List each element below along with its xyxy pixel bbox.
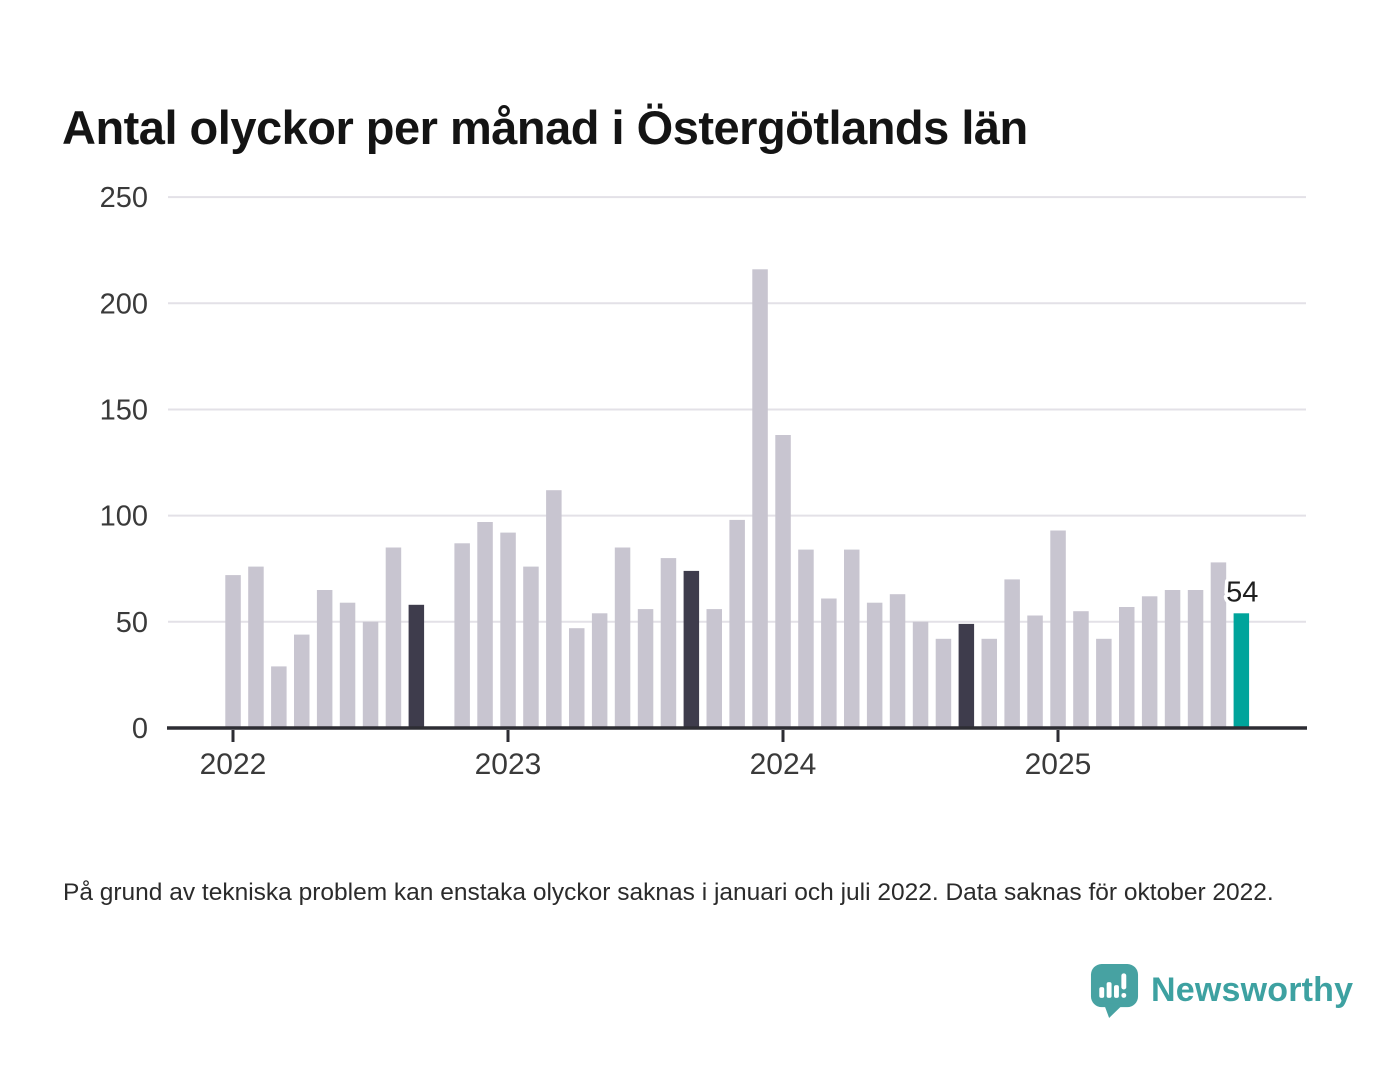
bar xyxy=(660,558,677,728)
newsworthy-logo-icon xyxy=(1090,964,1139,1018)
newsworthy-logo: Newsworthy xyxy=(1089,962,1353,1019)
bar xyxy=(569,628,585,728)
bar xyxy=(339,602,356,728)
bar xyxy=(637,609,654,728)
bar xyxy=(935,638,952,728)
newsworthy-logo-text: Newsworthy xyxy=(1151,971,1354,1009)
bar xyxy=(454,543,470,728)
accidents-per-month-bar-chart: 0 50 100 150 200 250 2022 2023 2024 2025 54 xyxy=(100,182,1307,781)
chart-title: Antal olyckor per månad i Östergötlands … xyxy=(62,101,1028,155)
bar xyxy=(866,602,883,728)
x-axis-tick-label: 2025 xyxy=(1025,748,1092,781)
bar xyxy=(889,594,906,728)
bar xyxy=(729,519,745,728)
bar xyxy=(1050,530,1066,728)
bar xyxy=(821,598,837,728)
bar xyxy=(523,566,539,728)
bar xyxy=(912,621,929,728)
bar xyxy=(752,269,768,728)
bar xyxy=(591,613,608,728)
y-axis-tick-label: 100 xyxy=(100,501,148,533)
bar-highlight-dark xyxy=(683,570,700,728)
bar xyxy=(1004,579,1020,728)
y-axis-tick-label: 150 xyxy=(100,395,148,427)
bar xyxy=(271,666,287,728)
bar xyxy=(1164,590,1181,728)
x-axis-tick-label: 2022 xyxy=(200,748,267,781)
bar-highlight-dark xyxy=(408,604,425,728)
bar xyxy=(248,566,264,728)
x-axis-tick-label: 2023 xyxy=(475,748,542,781)
bar-highlight-dark xyxy=(958,623,975,728)
bar xyxy=(775,435,791,728)
bar xyxy=(706,609,722,728)
y-axis-tick-label: 200 xyxy=(100,288,148,320)
x-axis-tick-label: 2024 xyxy=(750,748,817,781)
bar xyxy=(614,547,631,728)
bar xyxy=(1096,638,1112,728)
bar xyxy=(316,590,333,728)
bar xyxy=(500,532,516,728)
bar xyxy=(1073,611,1089,728)
bar xyxy=(362,621,379,728)
bar xyxy=(1119,607,1135,728)
y-axis-tick-label: 0 xyxy=(132,713,148,745)
footnote: På grund av tekniska problem kan enstaka… xyxy=(63,878,1274,906)
bar xyxy=(546,490,562,728)
bar xyxy=(981,638,997,728)
bar xyxy=(1187,590,1204,728)
bar xyxy=(1027,615,1043,728)
bar xyxy=(798,549,814,728)
bar-highlight-accent xyxy=(1233,613,1250,728)
bar xyxy=(294,634,310,728)
bar xyxy=(1141,596,1158,728)
bar-value-annotation: 54 xyxy=(1226,576,1258,608)
y-axis-tick-label: 250 xyxy=(100,182,148,214)
bar xyxy=(1210,562,1227,728)
bar xyxy=(844,549,860,728)
bar xyxy=(385,547,402,728)
y-axis-tick-label: 50 xyxy=(116,607,148,639)
bar xyxy=(225,575,241,728)
bar xyxy=(477,522,493,728)
